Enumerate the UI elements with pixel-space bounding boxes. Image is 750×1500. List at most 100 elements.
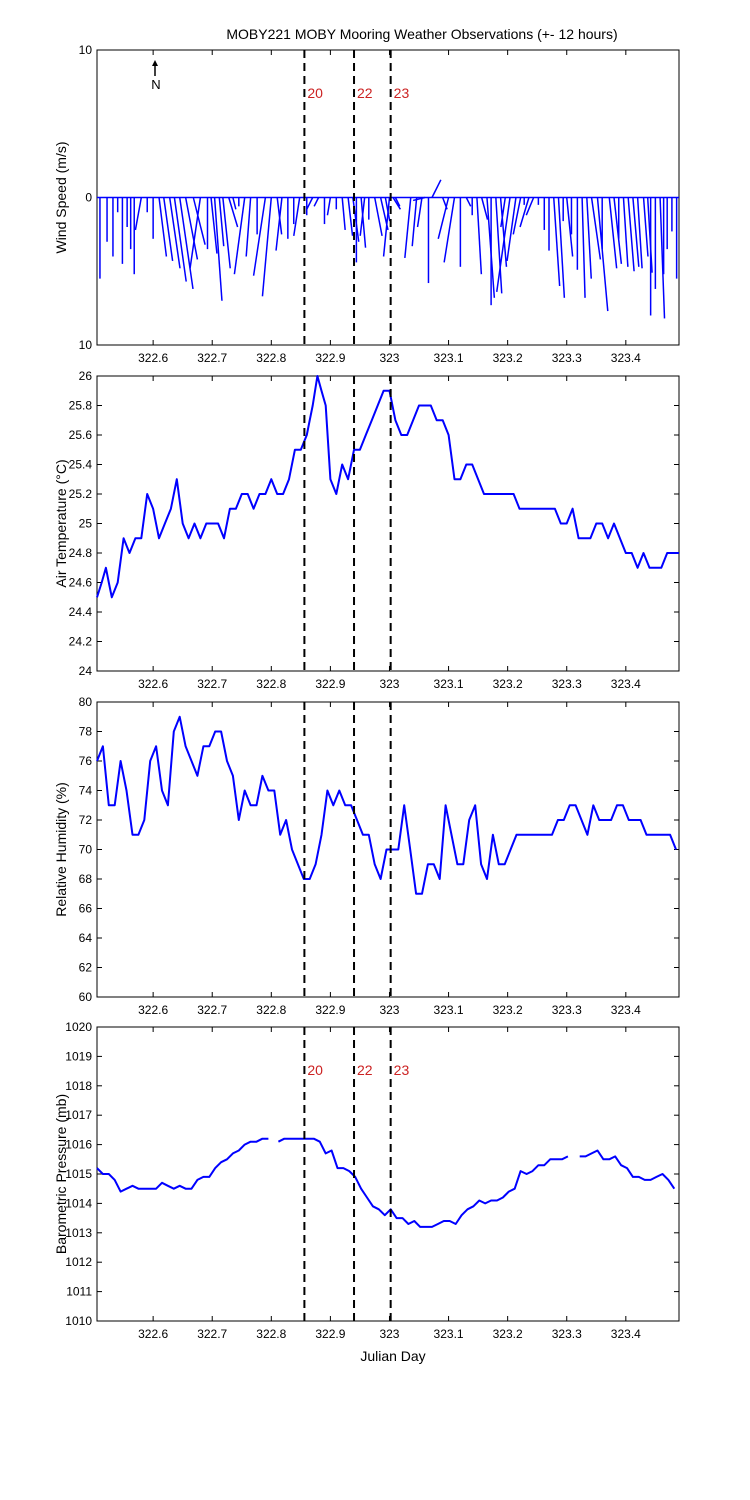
y-tick-label: 68 — [79, 872, 93, 886]
wind-stick — [411, 197, 418, 247]
wind-stick — [565, 197, 574, 257]
wind-stick — [233, 197, 246, 275]
y-tick-label: 1015 — [65, 1167, 92, 1181]
wind-stick — [228, 197, 239, 228]
wind-stick — [326, 197, 332, 216]
x-tick-label: 323.2 — [493, 1327, 523, 1341]
wind-stick — [158, 197, 168, 257]
y-tick-label: 0 — [85, 191, 92, 205]
y-tick-label: 1016 — [65, 1138, 92, 1152]
wind-stick — [373, 197, 383, 236]
wind-stick — [134, 197, 143, 231]
y-tick-label: 1012 — [65, 1255, 92, 1269]
y-tick-label: 24.2 — [69, 635, 93, 649]
wind-stick — [613, 197, 623, 264]
x-tick-label: 322.6 — [138, 1003, 168, 1017]
wind-stick — [500, 197, 507, 228]
wind-stick — [275, 197, 283, 251]
wind-stick — [222, 197, 231, 269]
wind-stick — [499, 197, 508, 267]
wind-stick — [232, 197, 237, 210]
y-tick-label: 1020 — [65, 1020, 92, 1034]
y-tick-label: 1013 — [65, 1226, 92, 1240]
panel-temp: 24 24.2 24.4 24.6 24.8 25 25.2 25.4 25.6 25.8 26 32… — [53, 369, 680, 691]
wind-stick — [431, 179, 442, 198]
x-tick-label: 322.8 — [256, 1327, 286, 1341]
wind-stick — [306, 197, 314, 210]
y-tick-label: 25.4 — [69, 458, 93, 472]
x-tick-label: 323.1 — [434, 1327, 464, 1341]
wind-stick — [659, 197, 666, 319]
wind-stick — [476, 197, 483, 275]
wind-stick — [163, 197, 174, 262]
y-tick-label: 66 — [79, 902, 93, 916]
y-tick-label: 25.2 — [69, 487, 93, 501]
wind-stick — [360, 197, 367, 248]
wind-stick — [495, 197, 511, 293]
y-tick-label: 25.6 — [69, 428, 93, 442]
series-line — [96, 715, 677, 895]
x-tick-label: 323.4 — [611, 1003, 641, 1017]
wind-stick — [392, 197, 402, 210]
y-tick-label: 24.4 — [69, 605, 93, 619]
wind-stick — [636, 197, 643, 269]
wind-stick — [341, 197, 346, 231]
x-tick-label: 322.8 — [256, 1003, 286, 1017]
x-tick-label: 322.9 — [315, 351, 345, 365]
wind-stick — [245, 197, 252, 257]
x-tick-label: 322.8 — [256, 351, 286, 365]
wind-stick — [347, 197, 354, 236]
y-axis-label: Air Temperature (°C) — [53, 459, 69, 587]
plot-frame — [96, 1026, 680, 1322]
wind-stick — [608, 197, 618, 269]
y-tick-label: 26 — [79, 369, 93, 383]
y-tick-label: 1019 — [65, 1049, 92, 1063]
y-tick-label: 1014 — [65, 1196, 92, 1210]
wind-stick — [192, 197, 206, 245]
wind-stick — [261, 197, 273, 297]
x-tick-label: 322.9 — [315, 677, 345, 691]
x-tick-label: 322.7 — [197, 1003, 227, 1017]
x-axis-label: Julian Day — [360, 1348, 425, 1364]
wind-stick — [210, 197, 218, 254]
y-tick-label: 1017 — [65, 1108, 92, 1122]
north-arrow-head — [152, 60, 158, 66]
x-tick-label: 323.3 — [552, 1003, 582, 1017]
wind-stick — [213, 197, 223, 301]
x-tick-label: 323 — [379, 1003, 399, 1017]
x-tick-label: 323.1 — [434, 1003, 464, 1017]
y-tick-label: 78 — [79, 725, 93, 739]
y-axis-label: Relative Humidity (%) — [53, 782, 69, 917]
panel-wind: 10 0 10 322.6 322.7 322.8 322.9 323 323.1 323.2 32… — [53, 43, 680, 365]
x-tick-label: 323.3 — [552, 1327, 582, 1341]
x-tick-label: 323.2 — [493, 351, 523, 365]
wind-stick — [313, 197, 320, 207]
x-tick-label: 323.2 — [493, 677, 523, 691]
y-tick-label: 10 — [79, 43, 93, 57]
wind-stick — [512, 197, 522, 235]
x-tick-label: 322.7 — [197, 1327, 227, 1341]
y-tick-label: 10 — [79, 338, 93, 352]
y-axis-label: Barometric Pressure (mb) — [53, 1094, 69, 1254]
event-marker-label: 20 — [307, 1062, 323, 1078]
series-line — [277, 1137, 569, 1228]
wind-stick — [590, 197, 602, 260]
plot-frame — [96, 375, 680, 672]
wind-stick — [557, 197, 566, 298]
y-tick-label: 24.8 — [69, 546, 93, 560]
x-tick-label: 322.9 — [315, 1327, 345, 1341]
y-tick-label: 74 — [79, 784, 93, 798]
x-tick-label: 322.7 — [197, 677, 227, 691]
event-marker-label: 23 — [394, 1062, 410, 1078]
wind-stick — [168, 197, 181, 269]
series-line — [579, 1149, 676, 1190]
wind-stick — [394, 197, 401, 207]
wind-stick — [552, 197, 561, 287]
wind-stick — [218, 197, 225, 247]
wind-stick — [596, 197, 609, 312]
x-tick-label: 323.3 — [552, 677, 582, 691]
y-tick-label: 1010 — [65, 1314, 92, 1328]
y-tick-label: 24 — [79, 664, 93, 678]
y-tick-label: 62 — [79, 961, 93, 975]
